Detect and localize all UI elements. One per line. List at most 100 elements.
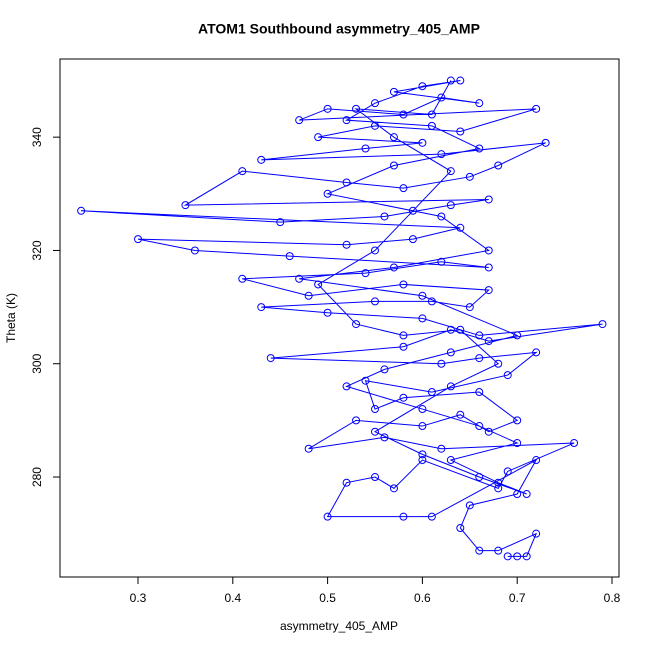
data-point bbox=[437, 257, 446, 266]
data-point bbox=[380, 433, 389, 442]
data-point bbox=[456, 410, 465, 419]
data-point bbox=[437, 150, 446, 159]
data-point bbox=[446, 325, 455, 334]
data-line bbox=[81, 80, 603, 557]
data-point bbox=[522, 552, 531, 561]
data-point bbox=[181, 201, 190, 210]
data-point bbox=[418, 314, 427, 323]
data-point bbox=[427, 121, 436, 130]
data-point bbox=[134, 235, 143, 244]
data-point bbox=[342, 240, 351, 249]
data-point bbox=[371, 405, 380, 414]
x-tick-label: 0.3 bbox=[130, 591, 147, 605]
data-point bbox=[532, 348, 541, 357]
data-point bbox=[276, 218, 285, 227]
data-point bbox=[465, 172, 474, 181]
data-point bbox=[570, 439, 579, 448]
data-point bbox=[541, 138, 550, 147]
data-point bbox=[399, 331, 408, 340]
data-point bbox=[371, 121, 380, 130]
data-point bbox=[484, 246, 493, 255]
data-point bbox=[484, 337, 493, 346]
data-point bbox=[257, 155, 266, 164]
data-point bbox=[285, 252, 294, 261]
data-point bbox=[475, 388, 484, 397]
data-point bbox=[513, 416, 522, 425]
data-point bbox=[465, 303, 474, 312]
data-point bbox=[418, 291, 427, 300]
data-point bbox=[371, 427, 380, 436]
data-point bbox=[304, 291, 313, 300]
data-point bbox=[475, 546, 484, 555]
data-point bbox=[437, 444, 446, 453]
data-point bbox=[361, 144, 370, 153]
data-point bbox=[323, 308, 332, 317]
data-point bbox=[295, 116, 304, 125]
data-point bbox=[494, 484, 503, 493]
data-point bbox=[408, 235, 417, 244]
data-point bbox=[399, 393, 408, 402]
data-point bbox=[475, 331, 484, 340]
data-point bbox=[513, 331, 522, 340]
data-point bbox=[475, 99, 484, 108]
data-point bbox=[475, 422, 484, 431]
data-point bbox=[399, 342, 408, 351]
data-point bbox=[352, 416, 361, 425]
data-point bbox=[238, 167, 247, 176]
data-point bbox=[484, 263, 493, 272]
data-point bbox=[598, 320, 607, 329]
data-point bbox=[484, 286, 493, 295]
data-point bbox=[465, 501, 474, 510]
data-point bbox=[475, 144, 484, 153]
data-point bbox=[456, 223, 465, 232]
data-point bbox=[427, 512, 436, 521]
y-axis-label: Theta (K) bbox=[4, 293, 18, 343]
data-point bbox=[389, 133, 398, 142]
y-tick-label: 340 bbox=[30, 127, 44, 147]
data-point bbox=[352, 104, 361, 113]
data-point bbox=[399, 512, 408, 521]
data-point bbox=[503, 467, 512, 476]
chart-title: ATOM1 Southbound asymmetry_405_AMP bbox=[198, 21, 480, 37]
data-point bbox=[475, 473, 484, 482]
data-point bbox=[361, 376, 370, 385]
data-point bbox=[323, 104, 332, 113]
data-point bbox=[456, 325, 465, 334]
y-tick-label: 280 bbox=[30, 467, 44, 487]
data-point bbox=[323, 189, 332, 198]
data-point bbox=[389, 484, 398, 493]
data-point bbox=[295, 274, 304, 283]
data-point bbox=[257, 303, 266, 312]
x-tick-label: 0.4 bbox=[224, 591, 241, 605]
data-point bbox=[380, 212, 389, 221]
data-point bbox=[437, 212, 446, 221]
data-point bbox=[503, 552, 512, 561]
data-point bbox=[361, 269, 370, 278]
data-point bbox=[456, 524, 465, 533]
x-tick-label: 0.5 bbox=[319, 591, 336, 605]
data-point bbox=[456, 76, 465, 85]
data-point bbox=[456, 127, 465, 136]
y-tick-label: 300 bbox=[30, 353, 44, 373]
data-point bbox=[484, 427, 493, 436]
data-point bbox=[513, 552, 522, 561]
data-point bbox=[427, 110, 436, 119]
data-point bbox=[437, 93, 446, 102]
x-axis-label: asymmetry_405_AMP bbox=[280, 619, 398, 633]
data-point bbox=[314, 280, 323, 289]
x-tick-label: 0.6 bbox=[414, 591, 431, 605]
data-point bbox=[494, 161, 503, 170]
data-point bbox=[77, 206, 86, 215]
data-point bbox=[503, 371, 512, 380]
data-point bbox=[408, 206, 417, 215]
data-point bbox=[418, 456, 427, 465]
data-point bbox=[418, 405, 427, 414]
data-point bbox=[371, 297, 380, 306]
data-point bbox=[427, 297, 436, 306]
plot-frame bbox=[59, 58, 620, 578]
data-point bbox=[446, 201, 455, 210]
data-point bbox=[304, 444, 313, 453]
data-point bbox=[522, 490, 531, 499]
data-point bbox=[342, 178, 351, 187]
